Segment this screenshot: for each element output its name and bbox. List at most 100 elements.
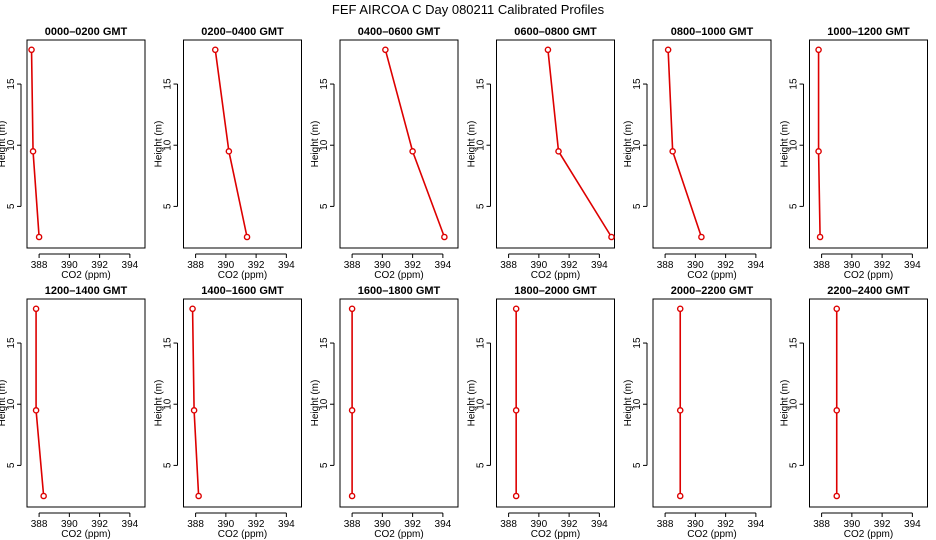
- profile-line: [817, 49, 821, 238]
- x-tick-label: 392: [561, 519, 578, 530]
- data-point: [225, 148, 233, 155]
- data-point: [833, 492, 841, 500]
- panel-title: 0800–1000 GMT: [671, 26, 754, 38]
- data-point: [348, 492, 356, 500]
- panel-title: 1600–1800 GMT: [358, 285, 441, 297]
- x-tick-label: 394: [278, 519, 295, 530]
- panel-8: 1400–1600 GMT 388 390 392 394 CO2 (ppm) 5 10 15 H…: [154, 285, 302, 540]
- x-tick-label: 390: [531, 260, 548, 271]
- x-tick-label: 388: [657, 519, 674, 530]
- x-tick-label: 392: [248, 260, 265, 271]
- panel-12: 2200–2400 GMT 388 390 392 394 CO2 (ppm) 5 10 15 H…: [780, 285, 928, 540]
- y-axis-label: Height (m): [154, 380, 165, 427]
- x-axis-label: CO2 (ppm): [687, 270, 736, 281]
- data-point: [664, 46, 672, 54]
- panel-10: 1800–2000 GMT 388 390 392 394 CO2 (ppm) 5 10 15 H…: [467, 285, 615, 540]
- plot-frame: [26, 39, 146, 249]
- x-tick-label: 392: [717, 519, 734, 530]
- y-tick-label: 15: [6, 337, 17, 349]
- x-axis-label: CO2 (ppm): [844, 270, 893, 281]
- x-tick-label: 388: [657, 260, 674, 271]
- x-tick-label: 394: [904, 260, 921, 271]
- data-point: [698, 233, 705, 241]
- x-tick-label: 388: [344, 260, 361, 271]
- x-tick-label: 392: [874, 260, 891, 271]
- y-tick-label: 5: [6, 203, 17, 209]
- data-point: [32, 407, 40, 414]
- y-tick-label: 10: [319, 398, 330, 410]
- x-tick-label: 394: [435, 260, 452, 271]
- x-tick-label: 392: [717, 260, 734, 271]
- panel-title: 2200–2400 GMT: [827, 285, 910, 297]
- x-tick-label: 394: [435, 519, 452, 530]
- data-point: [243, 233, 251, 241]
- data-point: [669, 148, 676, 155]
- x-tick-label: 388: [187, 519, 204, 530]
- x-tick-label: 390: [687, 260, 704, 271]
- data-point: [382, 46, 389, 54]
- profile-line: [30, 49, 40, 238]
- panel-title: 2000–2200 GMT: [671, 285, 754, 297]
- data-point: [815, 46, 822, 54]
- panel-3: 0400–0600 GMT 388 390 392 394 CO2 (ppm) 5 10 15 H…: [310, 26, 459, 281]
- plot-frame: [652, 39, 772, 249]
- data-point: [555, 148, 562, 155]
- x-tick-label: 390: [687, 519, 704, 530]
- x-tick-label: 388: [187, 260, 204, 271]
- y-axis-label: Height (m): [780, 121, 791, 168]
- x-tick-label: 390: [374, 519, 391, 530]
- data-point: [29, 148, 37, 155]
- x-axis-label: CO2 (ppm): [374, 270, 423, 281]
- data-point: [512, 407, 520, 414]
- plot-frame: [809, 39, 928, 249]
- panel-title: 1800–2000 GMT: [514, 285, 597, 297]
- panel-grid: 0000–0200 GMT 388 390 392 394 CO2 (ppm) 5 10 15 H…: [0, 26, 928, 540]
- profile-line: [547, 49, 613, 238]
- y-tick-label: 10: [163, 139, 174, 151]
- y-axis-label: Height (m): [623, 121, 634, 168]
- y-tick-label: 10: [163, 398, 174, 410]
- y-tick-label: 5: [789, 203, 800, 209]
- data-point: [676, 492, 684, 500]
- x-tick-label: 392: [404, 519, 421, 530]
- panel-7: 1200–1400 GMT 388 390 392 394 CO2 (ppm) 5 10 15 H…: [0, 285, 146, 540]
- profile-line: [35, 308, 45, 497]
- x-axis-label: CO2 (ppm): [687, 529, 736, 540]
- y-tick-label: 15: [632, 337, 643, 349]
- plot-frame: [496, 39, 615, 249]
- data-point: [816, 233, 824, 241]
- data-point: [409, 148, 416, 155]
- y-tick-label: 10: [476, 398, 487, 410]
- data-point: [40, 492, 47, 500]
- y-tick-label: 10: [319, 139, 330, 151]
- panel-title: 1000–1200 GMT: [827, 26, 910, 38]
- panel-title: 1400–1600 GMT: [201, 285, 284, 297]
- x-tick-label: 392: [404, 260, 421, 271]
- x-axis-label: CO2 (ppm): [61, 529, 110, 540]
- x-tick-label: 392: [248, 519, 265, 530]
- x-tick-label: 392: [91, 260, 108, 271]
- profile-line: [384, 49, 446, 238]
- panel-title: 1200–1400 GMT: [45, 285, 128, 297]
- y-axis-label: Height (m): [780, 380, 791, 427]
- y-tick-label: 5: [163, 203, 174, 209]
- y-axis-label: Height (m): [0, 121, 8, 168]
- data-point: [833, 305, 841, 313]
- x-axis-label: CO2 (ppm): [61, 270, 110, 281]
- data-point: [676, 305, 684, 313]
- x-tick-label: 388: [31, 519, 48, 530]
- data-point: [512, 305, 520, 313]
- y-tick-label: 15: [163, 78, 174, 90]
- x-tick-label: 390: [844, 260, 861, 271]
- plot-frame: [26, 298, 146, 508]
- plot-frame: [183, 298, 302, 508]
- y-tick-label: 5: [6, 462, 17, 468]
- x-axis-label: CO2 (ppm): [844, 529, 893, 540]
- y-tick-label: 15: [319, 78, 330, 90]
- panel-5: 0800–1000 GMT 388 390 392 394 CO2 (ppm) 5 10 15 H…: [623, 26, 772, 281]
- data-point: [676, 407, 684, 414]
- y-tick-label: 5: [632, 462, 643, 468]
- x-tick-label: 390: [374, 260, 391, 271]
- y-tick-label: 5: [163, 462, 174, 468]
- panel-1: 0000–0200 GMT 388 390 392 394 CO2 (ppm) 5 10 15 H…: [0, 26, 146, 281]
